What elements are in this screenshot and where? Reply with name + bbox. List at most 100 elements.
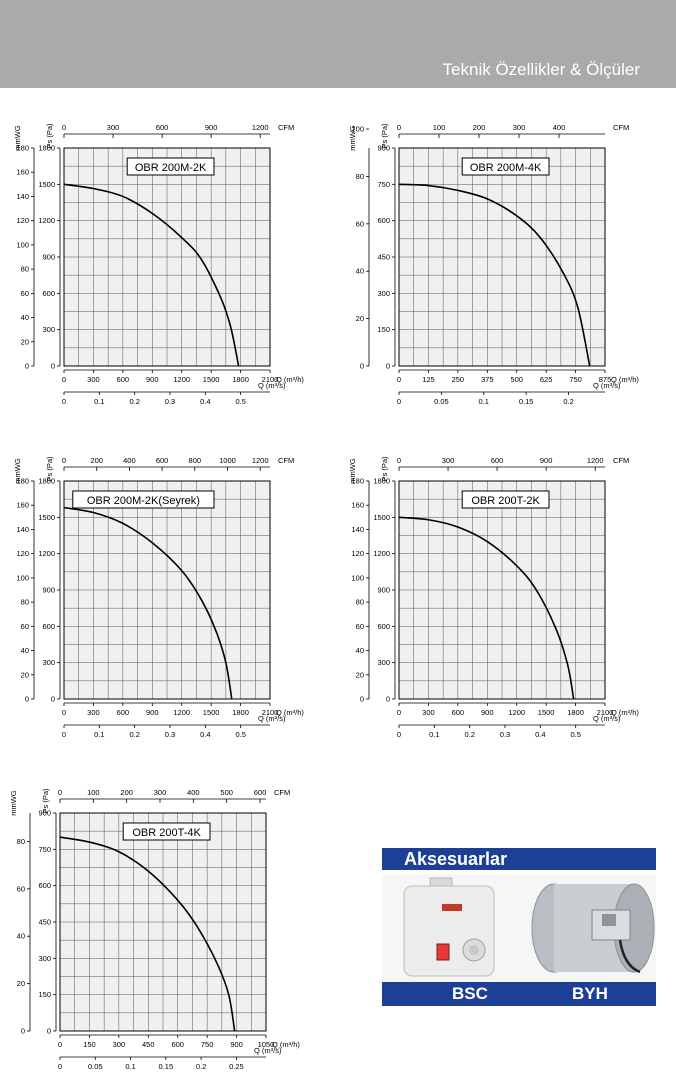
q-axis-tick-label: 750 — [569, 375, 582, 384]
pa-axis-tick-label: 0 — [51, 695, 55, 704]
mmwg-axis-tick-label: 160 — [351, 501, 364, 510]
q-axis-tick-label: 150 — [83, 1040, 96, 1049]
accessories-panel: Aksesuarlar BSC BYH — [382, 848, 656, 1006]
pa-axis-label: Ps (Pa) — [380, 123, 389, 149]
pa-axis-tick-label: 750 — [377, 180, 390, 189]
mmwg-axis-tick-label: 120 — [16, 216, 29, 225]
accessories-footer: BSC BYH — [382, 982, 656, 1006]
plot-frame — [63, 480, 271, 700]
mmwg-axis-tick-label: 0 — [25, 695, 29, 704]
mmwg-axis-tick-label: 20 — [21, 670, 29, 679]
q-axis-tick-label: 1500 — [538, 708, 555, 717]
q-axis-tick-label: 0 — [62, 375, 66, 384]
q-axis-tick-label: 600 — [117, 708, 130, 717]
mmwg-axis-tick-label: 0 — [21, 1027, 25, 1036]
q-axis-tick-label: 1800 — [567, 708, 584, 717]
plot-frame — [398, 480, 606, 700]
top-axis-tick-label: 200 — [120, 788, 133, 797]
pa-axis-tick-label: 0 — [51, 362, 55, 371]
chart-obr-200m-2k: 0 300 600 900 1200 CFM03006009001200150018000… — [13, 123, 304, 406]
q-axis-tick-label: 375 — [481, 375, 494, 384]
chart-obr-200m-4k: 0 100 200 300 400 CFM015030045060075090002040… — [348, 123, 639, 406]
chart-title-box — [122, 822, 211, 841]
q-axis-label: Q (m³/h) — [276, 708, 304, 717]
qs-axis-tick-label: 0.4 — [200, 397, 210, 406]
q-axis-tick-label: 2100 — [597, 708, 614, 717]
top-axis-tick-label: 0 — [62, 456, 66, 465]
qs-axis-tick-label: 0.25 — [229, 1062, 244, 1071]
plot-frame — [398, 147, 606, 367]
q-axis-tick-label: 0 — [397, 375, 401, 384]
pa-axis-tick-label: 1800 — [38, 477, 55, 486]
pa-axis-tick-label: 1200 — [38, 549, 55, 558]
mmwg-axis-tick-label: 0 — [360, 362, 364, 371]
mmwg-axis-tick-label: 40 — [21, 313, 29, 322]
chart-title: OBR 200M-4K — [470, 162, 542, 174]
q-axis-tick-label: 600 — [117, 375, 130, 384]
chart-title-box — [461, 490, 550, 509]
top-axis-tick-label: 300 — [107, 123, 120, 132]
pa-axis-tick-label: 600 — [42, 622, 55, 631]
qs-axis-tick-label: 0.1 — [94, 730, 104, 739]
chart-title: OBR 200M-2K — [135, 162, 207, 174]
q-axis-tick-label: 2100 — [262, 708, 279, 717]
top-axis-tick-label: 100 — [87, 788, 100, 797]
mmwg-axis-label: mmWG — [348, 125, 357, 151]
mmwg-axis-tick-label: 60 — [356, 219, 364, 228]
mmwg-axis-tick-label: 100 — [16, 573, 29, 582]
q-axis-tick-label: 900 — [481, 708, 494, 717]
q-axis-tick-label: 900 — [146, 375, 159, 384]
chart-title-box — [461, 157, 550, 176]
top-axis-label: CFM — [278, 456, 294, 465]
mmwg-axis-label: mmWG — [348, 458, 357, 484]
mmwg-axis-label: mmWG — [13, 458, 22, 484]
pa-axis-tick-label: 300 — [377, 658, 390, 667]
q-axis-tick-label: 750 — [201, 1040, 214, 1049]
top-axis-tick-label: 1000 — [219, 456, 236, 465]
pa-axis-tick-label: 1500 — [38, 513, 55, 522]
mmwg-axis-tick-label: 100 — [351, 125, 364, 134]
mmwg-axis-tick-label: 120 — [16, 549, 29, 558]
pa-axis-tick-label: 1800 — [373, 477, 390, 486]
mmwg-axis-tick-label: 80 — [21, 265, 29, 274]
qs-axis-tick-label: 0.2 — [129, 730, 139, 739]
mmwg-axis-tick-label: 40 — [356, 267, 364, 276]
q-axis-tick-label: 1800 — [232, 375, 249, 384]
top-axis-tick-label: 600 — [156, 123, 169, 132]
q-axis-tick-label: 1050 — [258, 1040, 275, 1049]
top-axis-tick-label: 600 — [491, 456, 504, 465]
top-axis-label: CFM — [613, 123, 629, 132]
q-axis-tick-label: 450 — [142, 1040, 155, 1049]
mmwg-axis-tick-label: 100 — [351, 573, 364, 582]
qs-axis-tick-label: 0.5 — [570, 730, 580, 739]
qs-axis-tick-label: 0.05 — [434, 397, 449, 406]
pa-axis-tick-label: 1500 — [38, 180, 55, 189]
pa-axis-label: Ps (Pa) — [45, 123, 54, 149]
bsc-controller-image — [403, 877, 495, 977]
pa-axis-label: Ps (Pa) — [45, 456, 54, 482]
chart-obr-200m-2k-seyrek: 0 200 400 600 800 1000 1200 CFM0300600900120015… — [13, 456, 304, 739]
top-axis-tick-label: 200 — [473, 123, 486, 132]
top-axis-tick-label: 0 — [397, 456, 401, 465]
pa-axis-tick-label: 900 — [377, 586, 390, 595]
performance-curve — [63, 506, 233, 700]
pa-axis-tick-label: 1800 — [38, 144, 55, 153]
q-axis-tick-label: 1200 — [173, 708, 190, 717]
page-title: Teknik Özellikler & Ölçüler — [442, 60, 640, 79]
q-axis-tick-label: 1500 — [203, 375, 220, 384]
q-axis-tick-label: 625 — [540, 375, 553, 384]
pa-axis-tick-label: 1200 — [373, 549, 390, 558]
qs-axis-tick-label: 0.4 — [535, 730, 545, 739]
mmwg-axis-tick-label: 140 — [16, 525, 29, 534]
header-band: Teknik Özellikler & Ölçüler — [0, 0, 676, 88]
qs-axis-tick-label: 0.1 — [125, 1062, 135, 1071]
top-axis-tick-label: 900 — [205, 123, 218, 132]
q-axis-tick-label: 0 — [397, 708, 401, 717]
qs-axis-tick-label: 0.3 — [165, 397, 175, 406]
mmwg-axis-tick-label: 140 — [351, 525, 364, 534]
q-axis-tick-label: 0 — [58, 1040, 62, 1049]
q-axis-tick-label: 1500 — [203, 708, 220, 717]
q-axis-tick-label: 875 — [599, 375, 612, 384]
mmwg-axis-tick-label: 40 — [21, 646, 29, 655]
q-axis-tick-label: 600 — [171, 1040, 184, 1049]
